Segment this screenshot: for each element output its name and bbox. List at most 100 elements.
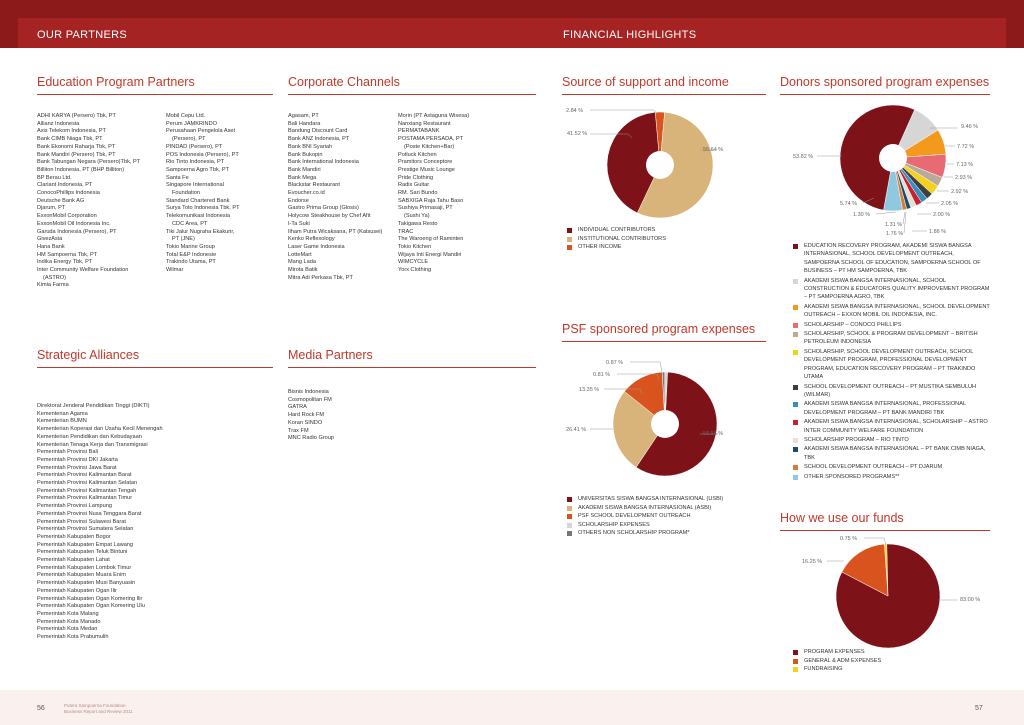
corporate-channel-item: LotteMart: [288, 251, 312, 258]
donors-leader-line: [862, 197, 875, 204]
education-partner-item: Axis Telekom Indonesia, PT: [37, 128, 106, 135]
psf-legend-swatch: [567, 514, 572, 519]
media-partners-title: Media Partners: [288, 348, 373, 362]
education-partner-item: Tiki Jalur Nugraha Ekakurir,: [166, 228, 235, 235]
source-leader-line: [590, 109, 658, 115]
psf-legend-label: AKADEMI SISWA BANGSA INTERNASIONAL (ASBI…: [578, 504, 712, 511]
psf-slice: [612, 391, 666, 468]
donors-donut-hole: [879, 144, 907, 172]
strategic-alliance-item: Pemerintah Kabupaten Muara Enim: [37, 572, 126, 579]
source-leader-line: [590, 133, 633, 139]
donors-rule: [780, 94, 990, 95]
strategic-alliance-item: Pemerintah Provinsi Nusa Tenggara Barat: [37, 510, 142, 517]
left-page-number: 56: [37, 705, 45, 712]
media-partner-item: Hard Rock FM: [288, 412, 325, 419]
donors-legend-swatch: [793, 304, 798, 310]
source-rule: [562, 94, 766, 95]
psf-legend-label: PSF SCHOOL DEVELOPMENT OUTREACH: [578, 513, 691, 519]
source-legend-swatch: [567, 228, 572, 233]
donors-legend-swatch: [793, 278, 798, 284]
donors-value-label: 1.31 %: [885, 222, 902, 228]
education-partner-item: Bank CIMB Niaga Tbk, PT: [37, 136, 103, 143]
corporate-channel-item: Evoucher.co.id: [288, 190, 325, 197]
donors-legend-item: SCHOOL DEVELOPMENT OUTREACH – PT MUSTIKA…: [793, 383, 990, 400]
donors-legend-label: SCHOLARSHIP, SCHOOL & PROGRAM DEVELOPMEN…: [804, 331, 978, 346]
strategic-alliance-item: Pemerintah Kabupaten Lombok Timur: [37, 564, 132, 571]
donors-legend-label: AKADEMI SISWA BANGSA INTERNASIONAL, SCHO…: [804, 303, 990, 319]
strategic-alliance-item: Pemerintah Kota Manado: [37, 618, 101, 625]
source-legend: INDIVIDUAL CONTRIBUTORS INSTITUTIONAL CON…: [567, 226, 666, 252]
strategic-alliance-item: Pemerintah Kota Prabumulih: [37, 634, 109, 641]
education-partner-item: Surya Toto Indonesia Tbk, PT: [166, 205, 240, 212]
psf-slice: [624, 371, 666, 425]
our-partners-heading: OUR PARTNERS: [37, 29, 127, 41]
strategic-alliance-item: Pemerintah Provinsi DKI Jakarta: [37, 456, 118, 463]
funds-value-label: 0.75 %: [840, 536, 857, 542]
corporate-channel-item: I-Ta Suki: [288, 220, 310, 227]
strategic-alliance-item: Kementerian Koperasi dan Usaha Kecil Men…: [37, 426, 163, 433]
funds-value-label: 16.25 %: [802, 559, 822, 565]
corporate-channel-item: Blackstar Restaurant: [288, 182, 340, 189]
corporate-channel-item: Tokio Kitchen: [398, 243, 432, 250]
strategic-alliance-item: Pemerintah Provinsi Lampung: [37, 503, 112, 510]
corporate-channel-item: (Sushi Ya): [404, 213, 430, 220]
education-partner-item: ADHI KARYA (Persero) Tbk, PT: [37, 113, 116, 119]
psf-legend-item: SCHOLARSHIP EXPENSES: [567, 521, 723, 530]
donors-legend-label: OTHER SPONSORED PROGRAMS**: [804, 473, 900, 480]
donors-legend-label: SCHOOL DEVELOPMENT OUTREACH – PT MUSTIKA…: [804, 383, 977, 398]
corporate-channel-item: Mirota Batik: [288, 267, 318, 274]
corporate-channel-item: The Waroeng of Raminten: [398, 236, 464, 243]
strategic-alliance-item: Pemerintah Provinsi Kalimantan Tengah: [37, 487, 137, 494]
source-legend-label: INSTITUTIONAL CONTRIBUTORS: [578, 235, 666, 242]
corporate-channel-item: Takigawa Resto: [398, 220, 438, 227]
education-partner-item: PT (JNE): [172, 236, 195, 243]
education-partners-title: Education Program Partners: [37, 75, 195, 89]
psf-rule: [562, 341, 766, 342]
corporate-channel-item: (Poste Kitchen+Bar): [404, 143, 455, 150]
donors-legend-item: OTHER SPONSORED PROGRAMS**: [793, 473, 990, 481]
strategic-alliance-item: Pemerintah Kabupaten Bogor: [37, 533, 111, 540]
source-legend-label: INDIVIDUAL CONTRIBUTORS: [578, 227, 656, 233]
donors-value-label: 53.82 %: [793, 154, 813, 160]
funds-legend-item: FUNDRAISING: [793, 665, 881, 674]
funds-legend: PROGRAM EXPENSES GENERAL & ADM EXPENSES FU…: [793, 648, 881, 674]
footer-note-line2: Business Report and Review 2011: [64, 709, 133, 714]
strategic-alliance-item: Kementerian BUMN: [37, 418, 87, 425]
donors-legend-swatch: [793, 349, 798, 355]
corporate-channel-item: Agasam, PT: [288, 113, 319, 119]
strategic-alliance-item: Kementerian Agama: [37, 410, 88, 417]
donors-legend-swatch: [793, 244, 798, 249]
donors-legend-item: AKADEMI SISWA BANGSA INTERNASIONAL – PT …: [793, 445, 990, 462]
source-slice: [606, 111, 661, 214]
donors-legend-item: AKADEMI SISWA BANGSA INTERNASIONAL, SCHO…: [793, 277, 990, 302]
strategic-alliance-item: Pemerintah Kota Medan: [37, 626, 98, 633]
education-partners-col1: ADHI KARYA (Persero) Tbk, PT Allianz Indo…: [37, 113, 140, 290]
corporate-channel-item: Holycow Steakhouse by Chef Afit: [288, 213, 371, 220]
source-slice: [636, 111, 714, 219]
donors-value-label: 2.92 %: [951, 189, 968, 195]
strategic-alliance-item: Pemerintah Provinsi Sumatera Selatan: [37, 526, 134, 533]
education-partners-col2: Mobil Cepu Ltd. Perum JAMKRINDO Perusahaan…: [166, 113, 240, 275]
footer-note-line1: Putera Sampoerna Foundation: [64, 703, 126, 708]
corporate-channel-item: Mitra Adi Perkasa Tbk, PT: [288, 274, 353, 281]
donors-legend-label: AKADEMI SISWA BANGSA INTERNASIONAL, SCHO…: [804, 419, 988, 434]
psf-legend-item: AKADEMI SISWA BANGSA INTERNASIONAL (ASBI…: [567, 504, 723, 513]
corporate-channel-item: Bandung Discount Card: [288, 128, 348, 135]
strategic-alliance-item: Pemerintah Provinsi Kalimantan Timur: [37, 495, 133, 502]
donors-value-label: 2.93 %: [955, 175, 972, 181]
education-partner-item: Sampoerna Agro Tbk, PT: [166, 166, 230, 173]
education-partner-item: ExxonMobil Oil Indonesia Inc.: [37, 220, 111, 227]
education-partner-item: Rio Tinto Indonesia, PT: [166, 159, 225, 166]
education-partner-item: Mobil Cepu Ltd.: [166, 113, 206, 119]
funds-legend-label: PROGRAM EXPENSES: [804, 649, 865, 655]
strategic-alliance-item: Pemerintah Kabupaten Ogan Ilir: [37, 587, 117, 594]
media-partner-item: Koran SINDO: [288, 419, 323, 426]
psf-legend-swatch: [567, 497, 572, 502]
strategic-alliance-item: Pemerintah Provinsi Kalimantan Selatan: [37, 480, 138, 487]
source-chart-title: Source of support and income: [562, 75, 729, 89]
media-rule: [288, 367, 536, 368]
strategic-alliances-title: Strategic Alliances: [37, 348, 140, 362]
funds-chart-title: How we use our funds: [780, 511, 904, 525]
media-partner-item: GATRA: [288, 404, 307, 411]
